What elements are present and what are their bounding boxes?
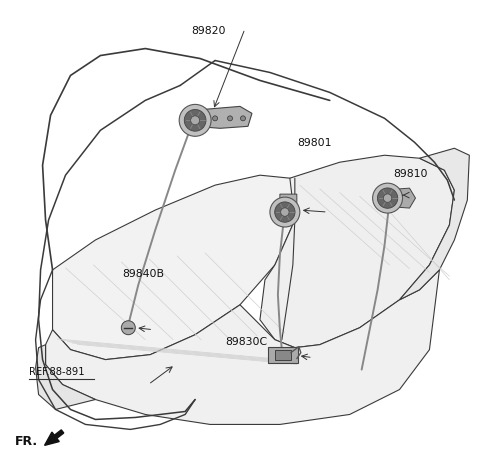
Polygon shape [36,345,96,409]
Circle shape [384,194,392,202]
Circle shape [270,197,300,227]
Text: FR.: FR. [15,435,38,448]
Polygon shape [383,188,416,208]
Text: REF.88-891: REF.88-891 [29,367,85,378]
Polygon shape [399,148,469,300]
Circle shape [372,183,403,213]
Circle shape [377,188,398,208]
Circle shape [191,116,200,125]
Circle shape [228,116,232,121]
Circle shape [213,116,217,121]
Polygon shape [280,194,297,207]
Circle shape [240,116,245,121]
Circle shape [281,208,289,216]
Circle shape [179,105,211,136]
Circle shape [275,202,295,222]
FancyArrow shape [45,430,64,446]
Text: 89840B: 89840B [123,269,165,279]
Text: 89810: 89810 [393,169,428,179]
Text: 89830C: 89830C [226,337,268,347]
Polygon shape [260,155,455,348]
Circle shape [184,109,206,131]
Polygon shape [52,175,300,360]
Bar [268,347,298,363]
Polygon shape [192,106,252,129]
Text: 89801: 89801 [298,138,332,148]
Circle shape [121,321,135,335]
Text: 89820: 89820 [192,26,226,37]
Polygon shape [46,270,439,424]
Bar [275,350,291,360]
